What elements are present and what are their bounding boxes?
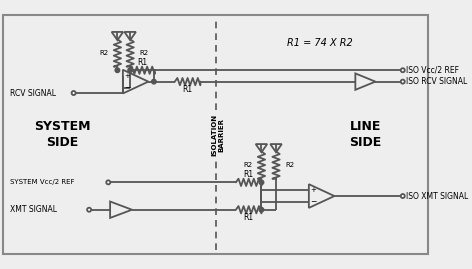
Circle shape xyxy=(259,180,264,185)
Circle shape xyxy=(115,68,120,73)
Text: R1: R1 xyxy=(244,170,254,179)
Circle shape xyxy=(259,207,264,212)
Text: R2: R2 xyxy=(243,162,253,168)
Text: LINE
SIDE: LINE SIDE xyxy=(349,121,381,150)
Text: ISOLATION
BARRIER: ISOLATION BARRIER xyxy=(211,114,224,156)
Text: +: + xyxy=(125,73,130,79)
Circle shape xyxy=(72,91,76,95)
Circle shape xyxy=(401,80,405,84)
Text: XMT SIGNAL: XMT SIGNAL xyxy=(10,205,57,214)
Circle shape xyxy=(106,180,110,184)
Text: R2: R2 xyxy=(285,162,294,168)
Circle shape xyxy=(87,208,91,212)
Circle shape xyxy=(401,194,405,198)
Circle shape xyxy=(152,79,156,84)
Text: R1: R1 xyxy=(183,85,193,94)
Text: SYSTEM Vcc/2 REF: SYSTEM Vcc/2 REF xyxy=(10,179,74,185)
Text: R2: R2 xyxy=(139,50,148,56)
Text: R1 = 74 X R2: R1 = 74 X R2 xyxy=(287,38,353,48)
Text: +: + xyxy=(311,187,316,193)
Text: ISO RCV SIGNAL: ISO RCV SIGNAL xyxy=(406,77,468,86)
Text: ISO XMT SIGNAL: ISO XMT SIGNAL xyxy=(406,192,469,201)
Circle shape xyxy=(401,68,405,72)
Text: RCV SIGNAL: RCV SIGNAL xyxy=(10,89,56,98)
Text: −: − xyxy=(310,197,317,207)
Text: ISO Vcc/2 REF: ISO Vcc/2 REF xyxy=(406,66,459,75)
Text: −: − xyxy=(124,83,131,92)
Text: R1: R1 xyxy=(244,213,254,222)
Text: R1: R1 xyxy=(137,58,147,66)
Text: SYSTEM
SIDE: SYSTEM SIDE xyxy=(34,121,91,150)
Circle shape xyxy=(128,68,133,73)
Text: R2: R2 xyxy=(99,50,108,56)
